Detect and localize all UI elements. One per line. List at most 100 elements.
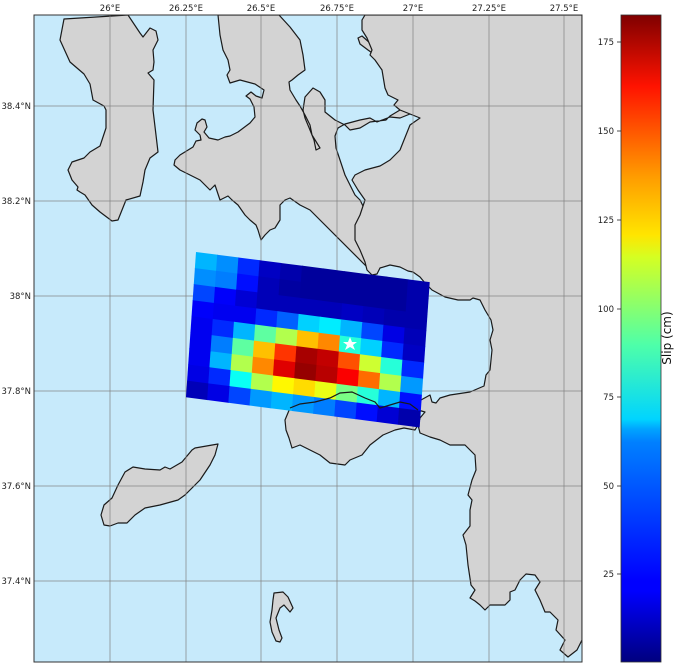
slip-cell [300, 265, 324, 286]
slip-cell [188, 348, 212, 368]
slip-cell [277, 295, 301, 315]
slip-cell [364, 273, 388, 294]
slip-cell [253, 324, 277, 345]
slip-cell [355, 402, 379, 422]
slip-cell [357, 370, 381, 390]
slip-cell [361, 322, 384, 342]
slip-cell [401, 359, 425, 380]
slip-cell [256, 292, 280, 312]
slip-cell [340, 303, 364, 323]
slip-cell [314, 380, 338, 401]
slip-cell [194, 252, 218, 272]
slip-cell [255, 308, 279, 328]
slip-cell [322, 268, 345, 288]
slip-cell [294, 362, 318, 382]
slip-cell [362, 306, 386, 326]
slip-cell [299, 281, 323, 302]
slip-cell [207, 383, 231, 403]
slip-cell [231, 337, 255, 358]
lat-label: 37.8°N [1, 387, 31, 397]
lon-label: 26.25°E [169, 4, 203, 14]
slip-cell [270, 391, 294, 412]
slip-cell [397, 407, 421, 428]
slip-cell [192, 284, 216, 304]
colorbar-tick-label: 150 [598, 127, 614, 137]
slip-cell [258, 260, 282, 280]
slip-cell [187, 364, 211, 385]
slip-cell [189, 332, 213, 352]
lat-label: 38.4°N [1, 102, 31, 112]
slip-cell [278, 279, 302, 299]
slip-heatmap [185, 252, 430, 428]
slip-cell [316, 348, 340, 369]
land-karaburun-cesme [173, 15, 493, 276]
slip-cell [335, 383, 359, 404]
slip-cell [313, 397, 337, 417]
latitude-labels: 38.4°N 38.2°N 38°N 37.8°N 37.6°N 37.4°N [1, 102, 31, 587]
colorbar-tick-label: 125 [598, 216, 614, 226]
slip-cell [358, 354, 382, 374]
land-patmos [269, 591, 294, 643]
slip-cell [406, 279, 430, 299]
lat-label: 37.6°N [1, 482, 31, 492]
lat-label: 38°N [10, 292, 31, 302]
slip-cell [228, 386, 252, 406]
slip-cell [398, 391, 422, 412]
samos-coastline-overlay [289, 391, 419, 411]
lon-label: 27.5°E [550, 4, 579, 14]
land-ikaria [100, 443, 219, 527]
slip-cell [193, 268, 217, 288]
slip-cell [318, 316, 342, 337]
slip-cell [210, 335, 234, 355]
slip-cell [380, 357, 403, 377]
slip-cell [235, 289, 258, 310]
slip-cell [383, 308, 407, 329]
lat-label: 37.4°N [1, 577, 31, 587]
map-panel [34, 15, 582, 662]
slip-cell [209, 351, 233, 371]
slip-cell [236, 273, 260, 294]
slip-cell [272, 359, 296, 379]
land-chios [59, 15, 159, 222]
slip-cell [237, 257, 261, 277]
slip-cell [384, 292, 408, 313]
colorbar-tick-label: 75 [603, 393, 614, 403]
lon-label: 26°E [100, 4, 120, 14]
slip-cell [233, 305, 257, 326]
colorbar-tick-label: 100 [598, 305, 614, 315]
slip-cell [385, 276, 409, 297]
longitude-labels: 26°E 26.25°E 26.5°E 26.75°E 27°E 27.25°E… [100, 4, 578, 14]
slip-cell [320, 284, 344, 304]
graticule [34, 15, 582, 662]
slip-cell [249, 388, 273, 409]
slip-cell [216, 254, 239, 275]
epicenter-star-icon [343, 337, 357, 350]
slip-cell [276, 311, 300, 331]
slip-cell [381, 340, 405, 361]
slip-cell [363, 289, 387, 310]
slip-cell [251, 356, 275, 377]
slip-cell [208, 367, 232, 387]
slip-cell [359, 338, 383, 358]
slip-cell [229, 370, 253, 390]
slip-cell [337, 351, 361, 372]
slip-cell [297, 313, 321, 334]
slip-cell [213, 286, 237, 307]
slip-cell [298, 297, 322, 318]
slip-cell [315, 364, 339, 385]
slip-cell [343, 271, 367, 291]
slip-cell [252, 340, 276, 361]
slip-cell [190, 316, 214, 336]
colorbar-ticks [617, 41, 621, 575]
slip-cell [403, 327, 427, 348]
colorbar-label: Slip (cm) [660, 311, 674, 364]
colorbar: 175 150 125 100 75 50 25 Slip (cm) [598, 14, 674, 663]
slip-cell [185, 380, 209, 401]
slip-cell [271, 375, 295, 395]
lon-label: 26.75°E [320, 4, 354, 14]
slip-cell [334, 399, 358, 420]
colorbar-tick-label: 50 [603, 482, 614, 492]
map-frame [33, 14, 583, 663]
slip-cell [250, 372, 274, 393]
